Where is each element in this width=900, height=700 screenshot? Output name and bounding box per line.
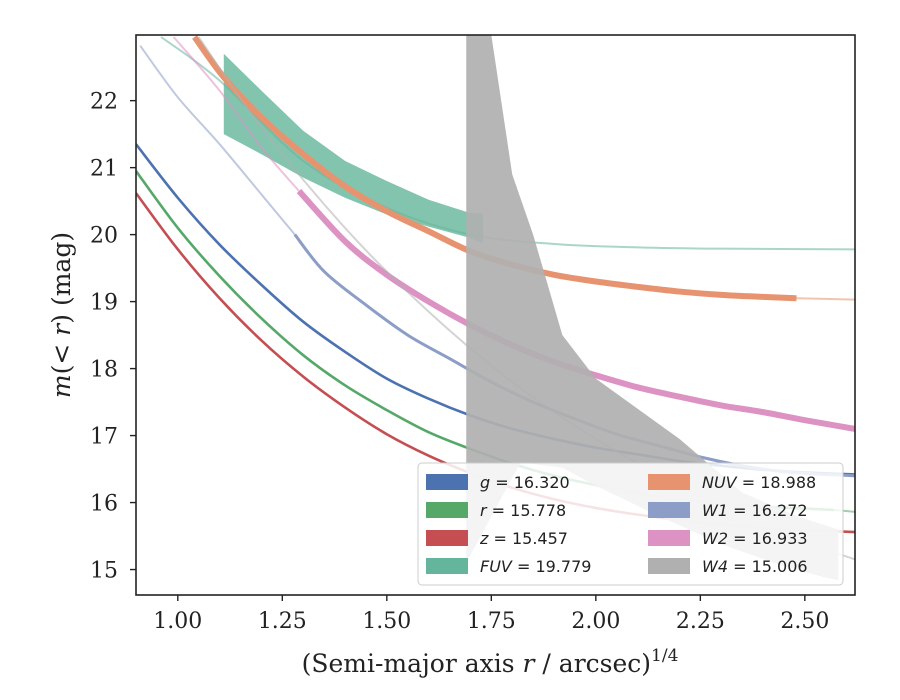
legend-swatch-fuv bbox=[426, 558, 468, 574]
legend-label-z: z = 15.457 bbox=[479, 529, 568, 548]
legend-swatch-g bbox=[426, 474, 468, 490]
y-tick-label: 20 bbox=[90, 224, 118, 249]
legend-label-g: g = 16.320 bbox=[480, 473, 570, 492]
y-tick-label: 17 bbox=[90, 425, 118, 450]
legend-box bbox=[417, 462, 844, 586]
x-tick-label: 1.75 bbox=[467, 609, 516, 634]
y-tick-label: 19 bbox=[90, 291, 118, 316]
legend-swatch-w2 bbox=[648, 530, 690, 546]
legend-swatch-w1 bbox=[648, 502, 690, 518]
x-tick-label: 1.25 bbox=[258, 609, 307, 634]
legend-label-w1: W1 = 16.272 bbox=[702, 501, 808, 520]
y-ticks: 15 16 17 18 19 20 21 22 bbox=[90, 90, 136, 584]
legend-label-w2: W2 = 16.933 bbox=[702, 529, 808, 548]
plot-frame bbox=[135, 34, 856, 596]
legend-swatch-z bbox=[426, 530, 468, 546]
y-tick-label: 22 bbox=[90, 90, 118, 115]
x-tick-label: 2.25 bbox=[676, 609, 725, 634]
legend-swatch-w4 bbox=[648, 558, 690, 574]
x-ticks: 1.00 1.25 1.50 1.75 2.00 2.25 2.50 bbox=[153, 595, 829, 634]
series-w4-band bbox=[466, 35, 839, 581]
y-axis-label: m(< r) (mag) bbox=[47, 232, 76, 398]
x-axis-label: (Semi-major axis r / arcsec)1/4 bbox=[302, 646, 679, 678]
series-w1-extrapolation bbox=[139, 45, 296, 236]
legend-swatch-r bbox=[426, 502, 468, 518]
legend-label-nuv: NUV = 18.988 bbox=[702, 473, 816, 492]
x-tick-label: 2.00 bbox=[571, 609, 620, 634]
x-tick-label: 2.50 bbox=[780, 609, 829, 634]
x-tick-label: 1.00 bbox=[153, 609, 202, 634]
x-tick-label: 1.50 bbox=[362, 609, 411, 634]
series-fuv-band bbox=[223, 53, 483, 244]
y-tick-label: 16 bbox=[90, 492, 118, 517]
legend-label-w4: W4 = 15.006 bbox=[702, 557, 808, 576]
series-nuv-extrapolation bbox=[796, 297, 855, 301]
data-layer bbox=[136, 35, 855, 581]
legend-swatch-nuv bbox=[648, 474, 690, 490]
y-tick-label: 21 bbox=[90, 157, 118, 182]
series-w2-extrapolation bbox=[172, 36, 300, 192]
y-tick-label: 15 bbox=[90, 559, 118, 584]
legend: g = 16.320 r = 15.778 z = 15.457 FUV = 19.7… bbox=[417, 462, 844, 586]
y-tick-label: 18 bbox=[90, 358, 118, 383]
legend-label-fuv: FUV = 19.779 bbox=[480, 557, 591, 576]
legend-label-r: r = 15.778 bbox=[480, 501, 566, 520]
